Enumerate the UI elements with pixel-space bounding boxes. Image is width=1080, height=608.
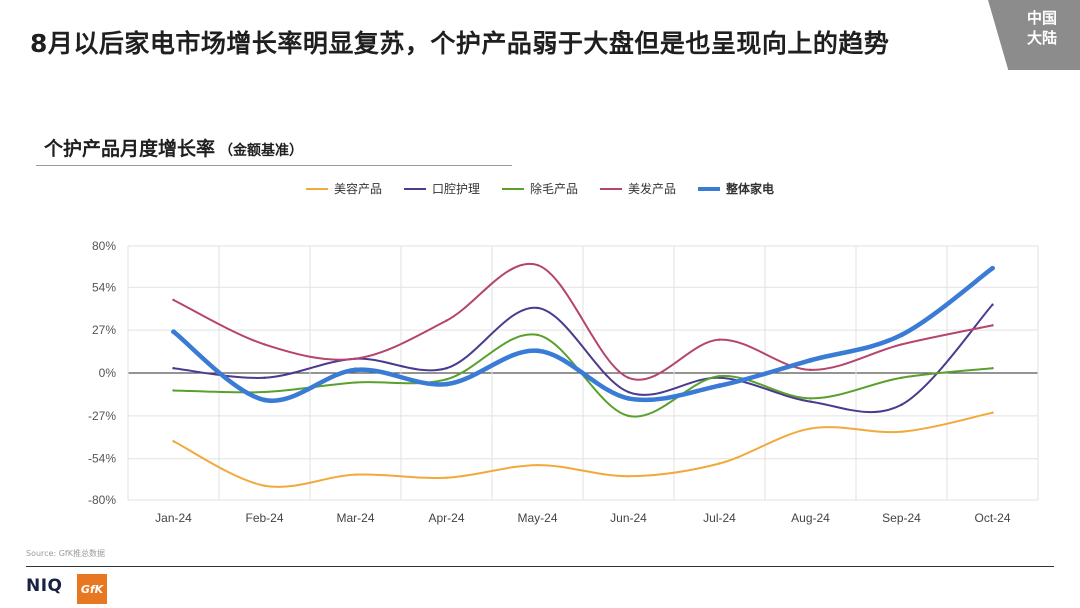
data-point-整体家电 xyxy=(990,265,995,271)
legend-label: 美发产品 xyxy=(628,182,677,196)
y-tick-label: 27% xyxy=(92,323,116,337)
series-line-美容产品 xyxy=(172,411,994,488)
data-point-整体家电 xyxy=(262,397,267,403)
data-point-口腔护理 xyxy=(445,367,448,370)
data-point-除毛产品 xyxy=(809,397,812,400)
data-point-口腔护理 xyxy=(536,306,539,310)
data-point-美发产品 xyxy=(445,319,448,322)
data-point-除毛产品 xyxy=(718,374,721,378)
legend-swatch xyxy=(501,187,524,190)
data-point-美发产品 xyxy=(627,376,630,379)
data-point-除毛产品 xyxy=(900,376,903,379)
legend-item: 美容产品 xyxy=(305,180,382,197)
data-point-美容产品 xyxy=(809,427,812,430)
chart-title-main: 个护产品月度增长率 xyxy=(44,138,216,160)
data-point-美发产品 xyxy=(718,338,721,341)
x-tick-label: Aug-24 xyxy=(791,511,830,525)
footer-divider xyxy=(26,566,1054,567)
legend-label: 美容产品 xyxy=(333,182,382,196)
gfk-logo: GfK xyxy=(77,574,107,604)
data-point-美容产品 xyxy=(445,476,448,479)
data-point-美容产品 xyxy=(627,474,630,478)
data-point-美容产品 xyxy=(354,473,357,476)
legend-swatch xyxy=(698,186,721,191)
legend-swatch xyxy=(600,187,622,190)
data-point-除毛产品 xyxy=(172,389,175,392)
legend-item: 美发产品 xyxy=(600,180,676,197)
region-badge-text: 中国 大陆 xyxy=(1012,8,1072,48)
x-tick-label: Jan-24 xyxy=(155,511,192,525)
data-point-除毛产品 xyxy=(991,367,994,370)
data-point-整体家电 xyxy=(626,396,631,401)
x-tick-label: Mar-24 xyxy=(336,511,374,525)
data-point-除毛产品 xyxy=(445,378,448,381)
chart-legend: 美容产品 口腔护理 除毛产品 美发产品 整体家电 xyxy=(0,180,1080,197)
legend-item: 除毛产品 xyxy=(501,180,578,197)
x-tick-label: Sep-24 xyxy=(882,511,921,525)
x-tick-label: Jun-24 xyxy=(610,511,647,525)
data-point-口腔护理 xyxy=(809,400,812,403)
x-tick-label: Jul-24 xyxy=(703,511,736,525)
y-tick-label: 0% xyxy=(99,366,117,380)
data-point-美发产品 xyxy=(900,343,903,346)
data-point-美发产品 xyxy=(263,343,266,346)
headline: 8月以后家电市场增长率明显复苏，个护产品弱于大盘但是也呈现向上的趋势 xyxy=(30,29,890,58)
series-line-口腔护理 xyxy=(172,303,994,414)
data-point-美发产品 xyxy=(809,368,812,372)
data-point-美容产品 xyxy=(991,411,994,414)
data-point-口腔护理 xyxy=(991,303,994,306)
data-point-整体家电 xyxy=(353,367,358,373)
legend-item: 整体家电 xyxy=(698,180,774,197)
data-point-整体家电 xyxy=(717,383,722,389)
series-line-整体家电 xyxy=(171,265,995,404)
region-badge-line-1: 中国 xyxy=(1026,9,1057,27)
region-badge-line-2: 大陆 xyxy=(1026,29,1057,47)
legend-label: 除毛产品 xyxy=(529,182,578,196)
x-tick-label: Feb-24 xyxy=(245,511,283,525)
data-point-美容产品 xyxy=(263,484,266,487)
y-tick-label: 54% xyxy=(92,280,116,294)
data-point-整体家电 xyxy=(171,329,176,335)
y-tick-label: -80% xyxy=(88,493,116,507)
source-note: Source: GfK推总数据 xyxy=(26,549,105,558)
data-point-口腔护理 xyxy=(172,367,175,370)
chart-title: 个护产品月度增长率 （金额基准） xyxy=(44,134,303,161)
data-point-口腔护理 xyxy=(900,403,903,406)
legend-swatch xyxy=(403,187,426,190)
data-point-整体家电 xyxy=(535,348,540,354)
data-point-美发产品 xyxy=(536,263,539,267)
data-point-美容产品 xyxy=(536,463,539,467)
legend-label: 口腔护理 xyxy=(431,182,480,196)
x-tick-label: Oct-24 xyxy=(974,511,1010,525)
x-tick-label: Apr-24 xyxy=(428,511,464,525)
data-point-美容产品 xyxy=(718,462,721,465)
data-point-除毛产品 xyxy=(263,390,266,394)
chart-title-underline xyxy=(36,165,512,166)
data-point-除毛产品 xyxy=(536,333,539,337)
data-point-美发产品 xyxy=(991,324,994,327)
legend-swatch xyxy=(305,187,328,190)
data-point-美发产品 xyxy=(354,357,357,360)
data-point-除毛产品 xyxy=(354,381,357,384)
legend-item: 口腔护理 xyxy=(403,180,480,197)
y-tick-label: -27% xyxy=(88,409,116,423)
data-point-整体家电 xyxy=(808,357,813,363)
data-point-美容产品 xyxy=(900,430,903,433)
data-point-除毛产品 xyxy=(627,414,630,418)
line-chart: 80% 54% 27% 0% -27% -54% -80% Jan-24 Feb-24 Mar-2… xyxy=(88,239,1039,525)
data-point-口腔护理 xyxy=(263,376,266,379)
data-point-口腔护理 xyxy=(627,390,630,394)
data-point-整体家电 xyxy=(899,332,904,338)
data-point-美容产品 xyxy=(172,440,175,443)
x-tick-label: May-24 xyxy=(517,511,557,525)
y-tick-label: -54% xyxy=(88,452,116,466)
legend-label: 整体家电 xyxy=(726,182,775,196)
series-line-美发产品 xyxy=(172,262,994,381)
data-point-整体家电 xyxy=(444,381,449,387)
data-point-美发产品 xyxy=(172,298,175,302)
chart-title-sub: （金额基准） xyxy=(219,143,304,159)
y-tick-label: 80% xyxy=(92,239,116,253)
niq-logo: NIQ xyxy=(26,576,63,596)
